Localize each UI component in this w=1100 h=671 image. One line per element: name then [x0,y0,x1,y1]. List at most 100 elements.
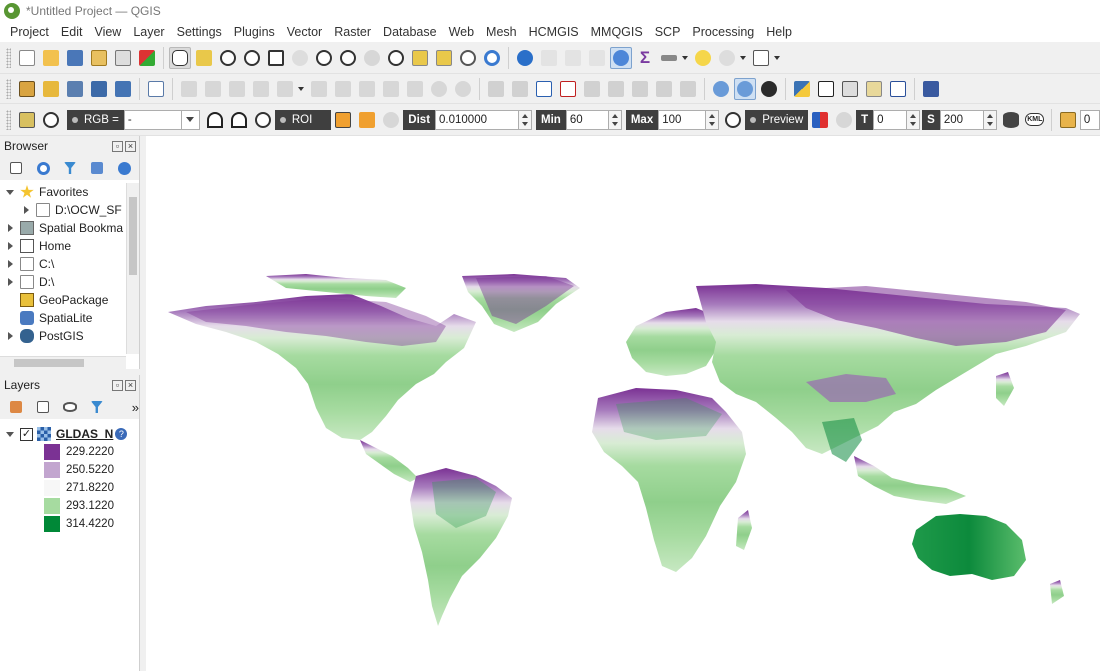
s-input[interactable]: 200 [939,109,984,130]
zoom-full-button[interactable] [265,47,287,69]
expand-arrow-icon[interactable] [20,204,32,216]
add-group-button[interactable] [32,396,54,418]
close-panel-icon[interactable]: × [125,140,136,152]
open-attribute-table-button[interactable] [538,47,560,69]
undo-button[interactable] [428,78,450,100]
map-canvas[interactable] [146,136,1100,671]
t-spinner[interactable] [907,109,921,130]
world-raster-map[interactable] [146,136,1100,671]
roi-zoom-button[interactable] [252,109,274,131]
identify-features-button[interactable] [514,47,536,69]
roi-redo-button[interactable] [380,109,402,131]
text-annotation-button[interactable] [750,47,772,69]
menu-edit[interactable]: Edit [60,25,83,39]
menu-database[interactable]: Database [383,25,437,39]
cut-features-button[interactable] [356,78,378,100]
roi-add-button[interactable] [356,109,378,131]
toggle-editing-button[interactable] [202,78,224,100]
quickmap-search-button[interactable] [734,77,756,100]
add-layer-button[interactable] [40,78,62,100]
menu-plugins[interactable]: Plugins [233,25,275,39]
paste-features-button[interactable] [404,78,426,100]
browser-item-home[interactable]: Home [0,237,126,255]
menu-project[interactable]: Project [10,25,49,39]
menu-processing[interactable]: Processing [692,25,755,39]
modify-attributes-button[interactable] [308,78,330,100]
add-selected-layers-button[interactable] [5,157,27,179]
manage-visibility-button[interactable] [59,396,81,418]
trailing-input[interactable]: 0 [1079,109,1100,130]
layer-visibility-checkbox[interactable]: ✓ [20,427,33,441]
digitize-button[interactable] [250,78,272,100]
browser-item-favorites[interactable]: Favorites [0,183,126,201]
copy-features-button[interactable] [380,78,402,100]
refresh-browser-button[interactable] [32,157,54,179]
show-hide-labels-button[interactable] [605,78,627,100]
scrollbar-thumb[interactable] [129,197,137,275]
dist-input[interactable]: 0.010000 [435,109,520,130]
expand-arrow-icon[interactable] [4,240,16,252]
expand-arrow-icon[interactable] [4,276,16,288]
add-mesh-layer-button[interactable] [112,78,134,100]
current-edits-button[interactable] [178,78,200,100]
menu-mesh[interactable]: Mesh [486,25,517,39]
scheduler-button[interactable] [839,78,861,100]
menu-layer[interactable]: Layer [133,25,165,39]
redo-button[interactable] [452,78,474,100]
scrollbar-thumb[interactable] [14,359,84,367]
menu-scp[interactable]: SCP [654,25,681,39]
expand-arrow-icon[interactable] [4,330,16,342]
refresh-button[interactable] [481,47,503,69]
preview-redo-button[interactable] [833,109,855,131]
open-field-calculator-button[interactable] [562,47,584,69]
add-vector-layer-button[interactable] [64,78,86,100]
min-input[interactable]: 60 [565,109,609,130]
zoom-next-button[interactable] [385,47,407,69]
browser-horizontal-scrollbar[interactable] [0,356,126,369]
spatial-bookmarks-button[interactable] [716,47,738,69]
menu-hcmgis[interactable]: HCMGIS [528,25,579,39]
t-input[interactable]: 0 [873,109,908,130]
rgb-combo-dropdown[interactable] [181,109,200,130]
menu-vector[interactable]: Vector [286,25,323,39]
menu-raster[interactable]: Raster [334,25,372,39]
layer-labeling-button[interactable] [509,78,531,100]
filter-browser-button[interactable] [59,157,81,179]
roi-create-button[interactable] [332,109,354,131]
change-label-button[interactable] [677,78,699,100]
open-project-button[interactable] [40,47,62,69]
toolbar-grip[interactable] [6,47,11,68]
measure-dropdown[interactable] [682,55,688,60]
menu-settings[interactable]: Settings [176,25,222,39]
calculator-button[interactable] [1057,109,1079,131]
help-contents-button[interactable] [815,78,837,100]
save-project-button[interactable] [64,47,86,69]
pan-to-selection-button[interactable] [193,47,215,69]
signature-button[interactable] [228,109,250,131]
layout-manager-button[interactable] [112,47,134,69]
map-export-button[interactable] [863,78,885,100]
filter-legend-button[interactable] [86,396,108,418]
collapse-all-button[interactable] [86,157,108,179]
toolbar-grip[interactable] [6,78,11,99]
bookmarks-dropdown[interactable] [740,55,746,60]
browser-item-d-drive[interactable]: D:\ [0,273,126,291]
menu-view[interactable]: View [94,25,122,39]
pan-map-button[interactable] [169,46,191,69]
browser-item-postgis[interactable]: PostGIS [0,327,126,345]
zoom-to-layer-button[interactable] [313,47,335,69]
browser-item-geopackage[interactable]: GeoPackage [0,291,126,309]
vertex-tool-button[interactable] [274,78,296,100]
menu-help[interactable]: Help [766,25,792,39]
select-features-button[interactable] [610,46,632,69]
more-tools-icon[interactable]: » [131,399,139,415]
dist-spinner[interactable] [519,109,533,130]
max-input[interactable]: 100 [658,109,707,130]
save-edits-button[interactable] [226,78,248,100]
annotation-dropdown[interactable] [774,55,780,60]
expand-arrow-icon[interactable] [4,186,16,198]
close-panel-icon[interactable]: × [125,379,136,391]
move-label-button[interactable] [629,78,651,100]
preview-zoom-button[interactable] [722,109,744,131]
browser-item-ocw[interactable]: D:\OCW_SF [0,201,126,219]
